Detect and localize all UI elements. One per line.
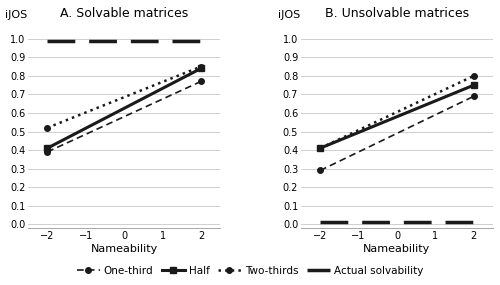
X-axis label: Nameability: Nameability [90,244,158,254]
Title: B. Unsolvable matrices: B. Unsolvable matrices [325,7,469,20]
X-axis label: Nameability: Nameability [364,244,430,254]
Legend: One-third, Half, Two-thirds, Actual solvability: One-third, Half, Two-thirds, Actual solv… [72,261,428,280]
Text: iJOS: iJOS [5,10,28,20]
Title: A. Solvable matrices: A. Solvable matrices [60,7,188,20]
Text: iJOS: iJOS [278,10,300,20]
